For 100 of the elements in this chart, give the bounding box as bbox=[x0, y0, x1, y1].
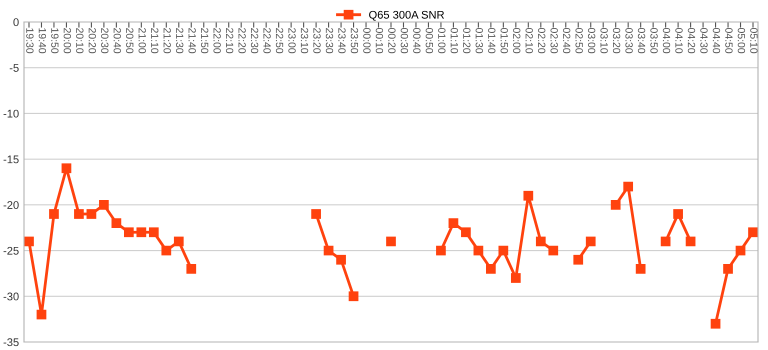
x-tick-label: 01:50 bbox=[500, 28, 508, 54]
x-tick-label: 21:50 bbox=[200, 28, 208, 54]
x-tick-label: 03:20 bbox=[612, 28, 620, 54]
point bbox=[673, 209, 683, 219]
x-tick-label: 22:30 bbox=[250, 28, 258, 54]
point bbox=[136, 227, 146, 238]
x-tick-label: 05:00 bbox=[738, 28, 746, 54]
x-tick-label: 20:10 bbox=[76, 28, 84, 54]
point bbox=[49, 209, 59, 219]
x-tick-label: 22:10 bbox=[226, 28, 234, 54]
x-tick-label: 22:20 bbox=[238, 28, 246, 54]
point bbox=[36, 310, 46, 320]
point bbox=[311, 209, 321, 219]
x-tick-label: 21:10 bbox=[151, 28, 158, 54]
point bbox=[586, 236, 596, 246]
x-tick-label: 23:30 bbox=[326, 28, 334, 54]
point bbox=[748, 227, 758, 238]
point bbox=[24, 236, 34, 246]
x-tick-label: 02:10 bbox=[526, 28, 533, 54]
x-tick-label: 03:50 bbox=[650, 28, 658, 54]
x-tick-label: 20:20 bbox=[88, 28, 96, 54]
x-tick-label: 04:10 bbox=[675, 28, 683, 54]
x-tick-label: 01:20 bbox=[463, 28, 470, 54]
point bbox=[510, 273, 521, 283]
x-tick-label: 03:10 bbox=[600, 28, 608, 54]
point bbox=[174, 236, 184, 246]
x-tick-label: 23:00 bbox=[288, 28, 296, 54]
point bbox=[186, 264, 196, 274]
y-tick-label: -20 bbox=[4, 201, 19, 209]
point bbox=[636, 264, 646, 274]
x-tick-label: 04:50 bbox=[725, 28, 733, 54]
point bbox=[660, 236, 670, 246]
x-tick-label: 00:10 bbox=[376, 28, 384, 54]
x-tick-label: 00:40 bbox=[413, 28, 421, 54]
point bbox=[710, 318, 720, 329]
y-tick-label: -30 bbox=[4, 292, 19, 300]
point bbox=[74, 209, 84, 219]
x-tick-label: 21:20 bbox=[164, 28, 171, 54]
point bbox=[573, 254, 584, 265]
x-tick-label: 01:00 bbox=[438, 28, 446, 54]
x-tick-label: 23:40 bbox=[338, 28, 346, 54]
x-tick-label: 01:10 bbox=[450, 28, 458, 54]
x-tick-label: 00:50 bbox=[426, 28, 434, 54]
x-tick-label: 03:00 bbox=[588, 28, 596, 54]
x-tick-label: 04:20 bbox=[688, 28, 696, 54]
x-tick-label: 00:00 bbox=[363, 28, 371, 54]
point bbox=[348, 291, 358, 302]
point bbox=[474, 246, 484, 256]
x-tick-label: 23:50 bbox=[350, 28, 358, 54]
point bbox=[623, 182, 634, 192]
x-tick-label: 03:30 bbox=[625, 28, 633, 54]
y-tick-label: 0 bbox=[13, 18, 19, 26]
point bbox=[86, 209, 96, 219]
x-tick-label: 19:40 bbox=[38, 28, 46, 54]
point bbox=[99, 200, 109, 210]
y-tick-label: -5 bbox=[10, 64, 19, 72]
point bbox=[486, 264, 496, 274]
x-tick-label: 02:20 bbox=[538, 28, 546, 54]
x-tick-label: 19:50 bbox=[51, 28, 59, 54]
x-tick-label: 22:00 bbox=[213, 28, 221, 54]
x-tick-label: 03:40 bbox=[638, 28, 646, 54]
x-tick-label: 22:40 bbox=[263, 28, 271, 54]
point bbox=[461, 227, 471, 238]
x-tick-label: 20:50 bbox=[126, 28, 134, 54]
x-tick-label: 02:40 bbox=[562, 28, 570, 54]
point bbox=[610, 200, 621, 210]
point bbox=[62, 163, 72, 174]
y-tick-label: -10 bbox=[4, 110, 19, 118]
point bbox=[386, 236, 396, 246]
x-tick-label: 20:30 bbox=[101, 28, 108, 54]
point bbox=[686, 236, 696, 246]
x-tick-label: 04:40 bbox=[712, 28, 720, 54]
point bbox=[148, 227, 159, 238]
point bbox=[736, 246, 746, 256]
x-tick-label: 04:30 bbox=[700, 28, 708, 54]
point bbox=[336, 254, 346, 265]
point bbox=[161, 246, 172, 256]
point bbox=[723, 264, 733, 274]
x-tick-label: 21:40 bbox=[188, 28, 196, 54]
x-tick-label: 00:20 bbox=[388, 28, 396, 54]
point bbox=[536, 236, 546, 246]
legend-label: Q65 300A SNR bbox=[369, 10, 444, 21]
x-tick-label: 19:30 bbox=[26, 28, 34, 54]
x-tick-label: 00:30 bbox=[400, 28, 408, 54]
point bbox=[112, 218, 122, 228]
x-tick-label: 20:40 bbox=[114, 28, 121, 54]
point bbox=[548, 246, 558, 256]
y-tick-label: -25 bbox=[4, 246, 19, 255]
x-tick-label: 05:10 bbox=[750, 28, 758, 54]
x-tick-label: 23:10 bbox=[300, 28, 308, 54]
y-tick-label: -35 bbox=[4, 338, 19, 346]
x-tick-label: 01:30 bbox=[476, 28, 483, 54]
x-tick-label: 01:40 bbox=[488, 28, 496, 54]
point bbox=[498, 246, 508, 256]
x-tick-label: 20:00 bbox=[64, 28, 72, 54]
y-tick-label: -15 bbox=[4, 156, 19, 164]
x-tick-label: 02:50 bbox=[575, 28, 583, 54]
x-tick-label: 04:00 bbox=[662, 28, 670, 54]
point bbox=[448, 218, 458, 228]
point bbox=[436, 246, 446, 256]
